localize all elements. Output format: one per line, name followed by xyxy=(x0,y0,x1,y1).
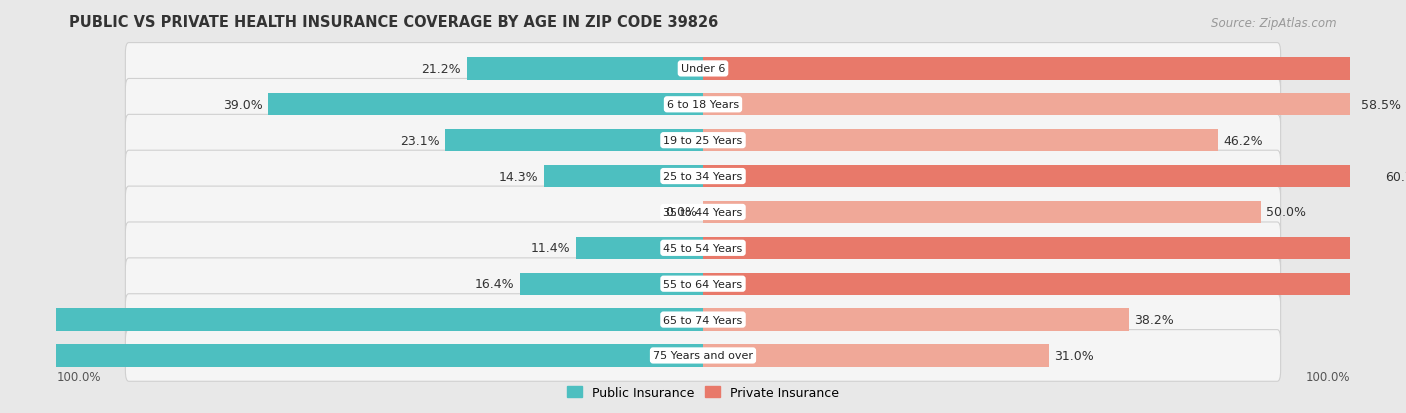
FancyBboxPatch shape xyxy=(125,79,1281,131)
Bar xyxy=(0,344,703,367)
FancyBboxPatch shape xyxy=(125,330,1281,381)
FancyBboxPatch shape xyxy=(125,187,1281,238)
Bar xyxy=(703,58,1406,81)
Text: 14.3%: 14.3% xyxy=(498,170,538,183)
Text: 60.7%: 60.7% xyxy=(1385,170,1406,183)
Text: 39.0%: 39.0% xyxy=(222,99,263,112)
Text: 38.2%: 38.2% xyxy=(1135,313,1174,326)
Bar xyxy=(703,273,1406,295)
Text: PUBLIC VS PRIVATE HEALTH INSURANCE COVERAGE BY AGE IN ZIP CODE 39826: PUBLIC VS PRIVATE HEALTH INSURANCE COVER… xyxy=(69,15,718,30)
Text: 21.2%: 21.2% xyxy=(422,63,461,76)
Bar xyxy=(703,130,1218,152)
Text: 45 to 54 Years: 45 to 54 Years xyxy=(664,243,742,253)
Text: 19 to 25 Years: 19 to 25 Years xyxy=(664,136,742,146)
FancyBboxPatch shape xyxy=(125,258,1281,310)
FancyBboxPatch shape xyxy=(125,115,1281,166)
Bar xyxy=(703,237,1406,259)
Bar xyxy=(269,94,703,116)
Bar xyxy=(544,166,703,188)
Text: 55 to 64 Years: 55 to 64 Years xyxy=(664,279,742,289)
Text: 75 Years and over: 75 Years and over xyxy=(652,351,754,361)
Legend: Public Insurance, Private Insurance: Public Insurance, Private Insurance xyxy=(562,381,844,404)
FancyBboxPatch shape xyxy=(125,151,1281,202)
Text: 58.5%: 58.5% xyxy=(1361,99,1400,112)
Bar xyxy=(703,201,1261,223)
Bar xyxy=(520,273,703,295)
Text: 23.1%: 23.1% xyxy=(401,134,440,147)
Text: 46.2%: 46.2% xyxy=(1223,134,1264,147)
Text: 25 to 34 Years: 25 to 34 Years xyxy=(664,172,742,182)
FancyBboxPatch shape xyxy=(125,43,1281,95)
Bar xyxy=(703,309,1129,331)
Text: 6 to 18 Years: 6 to 18 Years xyxy=(666,100,740,110)
Bar xyxy=(703,166,1379,188)
Bar xyxy=(446,130,703,152)
Text: 11.4%: 11.4% xyxy=(530,242,571,255)
Text: 35 to 44 Years: 35 to 44 Years xyxy=(664,207,742,217)
Bar xyxy=(576,237,703,259)
Text: 100.0%: 100.0% xyxy=(56,370,101,384)
Bar xyxy=(703,94,1355,116)
Bar xyxy=(703,344,1049,367)
Text: 31.0%: 31.0% xyxy=(1054,349,1094,362)
Text: 65 to 74 Years: 65 to 74 Years xyxy=(664,315,742,325)
Text: Source: ZipAtlas.com: Source: ZipAtlas.com xyxy=(1211,17,1337,30)
Text: 100.0%: 100.0% xyxy=(1305,370,1350,384)
FancyBboxPatch shape xyxy=(125,223,1281,274)
Bar xyxy=(0,309,703,331)
Text: 50.0%: 50.0% xyxy=(1267,206,1306,219)
Text: 16.4%: 16.4% xyxy=(475,278,515,290)
FancyBboxPatch shape xyxy=(125,294,1281,346)
Bar xyxy=(467,58,703,81)
Text: Under 6: Under 6 xyxy=(681,64,725,74)
Text: 0.0%: 0.0% xyxy=(665,206,697,219)
